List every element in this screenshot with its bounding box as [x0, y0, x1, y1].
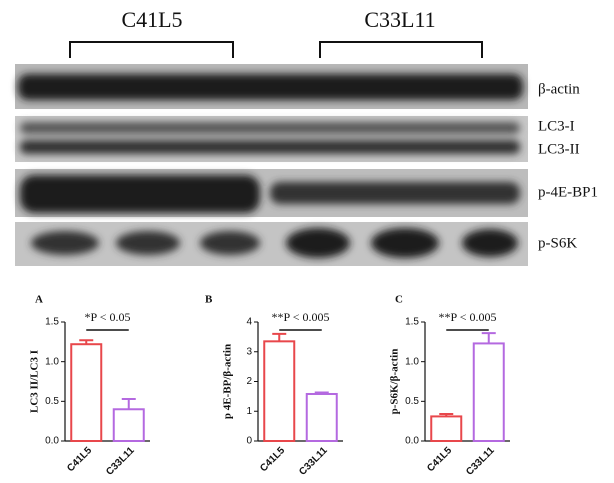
error-bar [481, 332, 496, 344]
y-tick-label: 1.5 [45, 317, 59, 328]
y-tick-label: 1 [246, 406, 252, 417]
error-bar [439, 413, 454, 417]
panel-label: A [35, 294, 43, 306]
error-bar [272, 332, 287, 342]
x-tick-label: C33L11 [104, 445, 137, 478]
y-tick-label: 0.5 [45, 396, 59, 407]
y-tick-label: 1.0 [45, 356, 59, 367]
y-tick-label: 2 [246, 376, 252, 387]
y-tick-label: 1.0 [405, 356, 419, 367]
bar [305, 392, 338, 442]
x-tick-label: C41L5 [258, 445, 287, 474]
panel-label: B [205, 294, 213, 306]
bar [472, 342, 505, 443]
group-label: C33L11 [364, 7, 435, 32]
blot-label: LC3-II [538, 141, 580, 157]
x-tick-label: C33L11 [297, 445, 330, 478]
bar [112, 408, 145, 442]
y-axis-label: p 4E-BP/β-actin [222, 344, 234, 419]
blot-label: p-S6K [538, 235, 577, 251]
annotation: **P < 0.005 [439, 310, 497, 324]
x-tick-label: C41L5 [425, 445, 454, 474]
y-tick-label: 0.0 [45, 436, 59, 447]
group-label: C41L5 [121, 7, 182, 32]
x-tick-label: C33L11 [464, 445, 497, 478]
y-tick-label: 4 [246, 317, 252, 328]
y-axis-label: p-S6K/β-actin [389, 349, 401, 415]
blot-label: LC3-I [538, 118, 575, 134]
y-tick-label: 1.5 [405, 317, 419, 328]
y-tick-label: 0 [246, 436, 252, 447]
error-bar [121, 397, 136, 410]
error-bar [79, 339, 94, 345]
blot-label: p-4E-BP1 [538, 184, 598, 200]
blot-label: β-actin [538, 81, 580, 97]
y-tick-label: 0.0 [405, 436, 419, 447]
bar [263, 340, 296, 442]
bracket [319, 41, 483, 58]
x-tick-label: C41L5 [65, 445, 94, 474]
bar [70, 343, 103, 443]
bar [430, 415, 463, 443]
annotation: **P < 0.005 [272, 310, 330, 324]
y-tick-label: 0.5 [405, 396, 419, 407]
annotation: *P < 0.05 [85, 310, 131, 324]
error-bar [314, 391, 329, 394]
blot [15, 64, 528, 266]
y-axis-label: LC3 II/LC3 I [29, 350, 41, 413]
panel-label: C [395, 294, 403, 306]
y-tick-label: 3 [246, 346, 252, 357]
bracket [69, 41, 234, 58]
